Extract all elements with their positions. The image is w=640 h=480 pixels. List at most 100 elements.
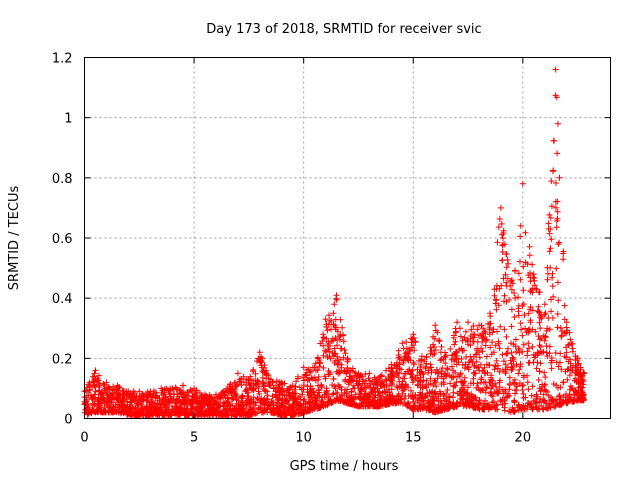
data-point-peak: [388, 361, 395, 368]
data-point: [499, 235, 506, 242]
data-point: [236, 376, 243, 383]
data-point: [422, 363, 429, 370]
data-point: [117, 392, 124, 399]
data-point: [323, 389, 330, 396]
data-point: [263, 370, 270, 377]
data-point: [547, 245, 554, 252]
tick-labels: 0 0.2 0.4 0.6 0.8 1 1.2 0 5 10 15 20: [52, 52, 531, 446]
data-point: [208, 393, 215, 400]
data-point: [281, 408, 288, 414]
data-point: [509, 366, 516, 372]
data-point: [326, 348, 333, 355]
data-point: [578, 373, 584, 380]
data-point: [517, 320, 524, 327]
data-point: [557, 359, 563, 366]
data-point: [94, 375, 101, 382]
data-point: [342, 350, 349, 357]
data-point: [528, 392, 535, 399]
data-point: [315, 382, 321, 389]
data-point: [347, 367, 354, 374]
data-point: [446, 372, 453, 379]
data-point-peak: [574, 355, 581, 362]
data-point: [429, 402, 435, 409]
data-point: [228, 390, 235, 397]
data-point: [543, 349, 550, 356]
data-point: [418, 353, 425, 360]
data-point: [334, 353, 341, 360]
data-point-peak: [202, 391, 208, 398]
data-point: [560, 379, 567, 386]
data-point: [138, 393, 145, 400]
data-point: [334, 361, 341, 368]
data-point: [416, 378, 423, 384]
data-point: [512, 336, 519, 343]
data-point: [423, 384, 430, 391]
data-point: [444, 366, 451, 373]
data-point: [542, 310, 549, 317]
data-point: [399, 378, 406, 385]
data-point: [496, 379, 503, 386]
data-point: [483, 361, 490, 368]
data-point: [536, 336, 543, 343]
data-point: [382, 397, 389, 404]
data-point: [334, 389, 341, 396]
data-point: [433, 366, 440, 373]
data-point-peak: [519, 180, 526, 187]
data-point: [199, 404, 206, 411]
data-point: [334, 328, 341, 335]
data-point: [550, 137, 557, 144]
data-point: [393, 362, 400, 369]
data-point: [432, 347, 439, 353]
data-point-peak: [377, 373, 384, 380]
data-point: [543, 405, 550, 412]
data-point: [437, 397, 444, 404]
data-point: [91, 402, 97, 409]
data-point: [500, 230, 507, 236]
data-point-peak: [191, 385, 198, 392]
data-point: [499, 257, 506, 264]
data-point: [555, 363, 562, 370]
data-point: [250, 386, 257, 393]
data-point: [470, 375, 477, 382]
data-point: [432, 327, 439, 334]
data-point: [545, 270, 551, 277]
data-point: [489, 382, 496, 389]
data-point: [484, 369, 491, 376]
data-point: [388, 365, 395, 372]
data-point: [548, 359, 555, 366]
data-point: [515, 312, 522, 319]
data-point: [294, 404, 301, 411]
data-point: [181, 400, 188, 407]
data-point: [525, 359, 532, 366]
data-point: [520, 341, 527, 348]
data-point: [415, 382, 421, 389]
data-point-peak: [355, 370, 362, 377]
data-point: [92, 388, 99, 395]
data-point: [525, 340, 532, 347]
data-point: [382, 389, 389, 395]
data-point: [154, 409, 160, 416]
data-point-peak: [103, 379, 110, 386]
data-point: [566, 329, 573, 336]
data-point: [214, 407, 221, 414]
data-point: [311, 397, 318, 404]
data-point: [426, 407, 432, 414]
data-point: [517, 276, 524, 283]
data-point: [555, 279, 561, 286]
data-point: [496, 345, 503, 352]
data-point: [542, 397, 548, 404]
data-point: [184, 410, 191, 417]
data-point: [518, 326, 525, 333]
data-point: [508, 340, 514, 347]
data-point: [312, 377, 319, 384]
data-point: [224, 399, 231, 406]
data-point: [284, 385, 291, 392]
data-point: [336, 369, 343, 376]
data-point: [302, 400, 309, 407]
data-point: [336, 383, 343, 390]
data-point: [173, 412, 179, 419]
data-point: [92, 409, 99, 416]
data-point: [258, 404, 265, 411]
data-point-peak: [366, 370, 373, 377]
data-point: [553, 265, 560, 272]
